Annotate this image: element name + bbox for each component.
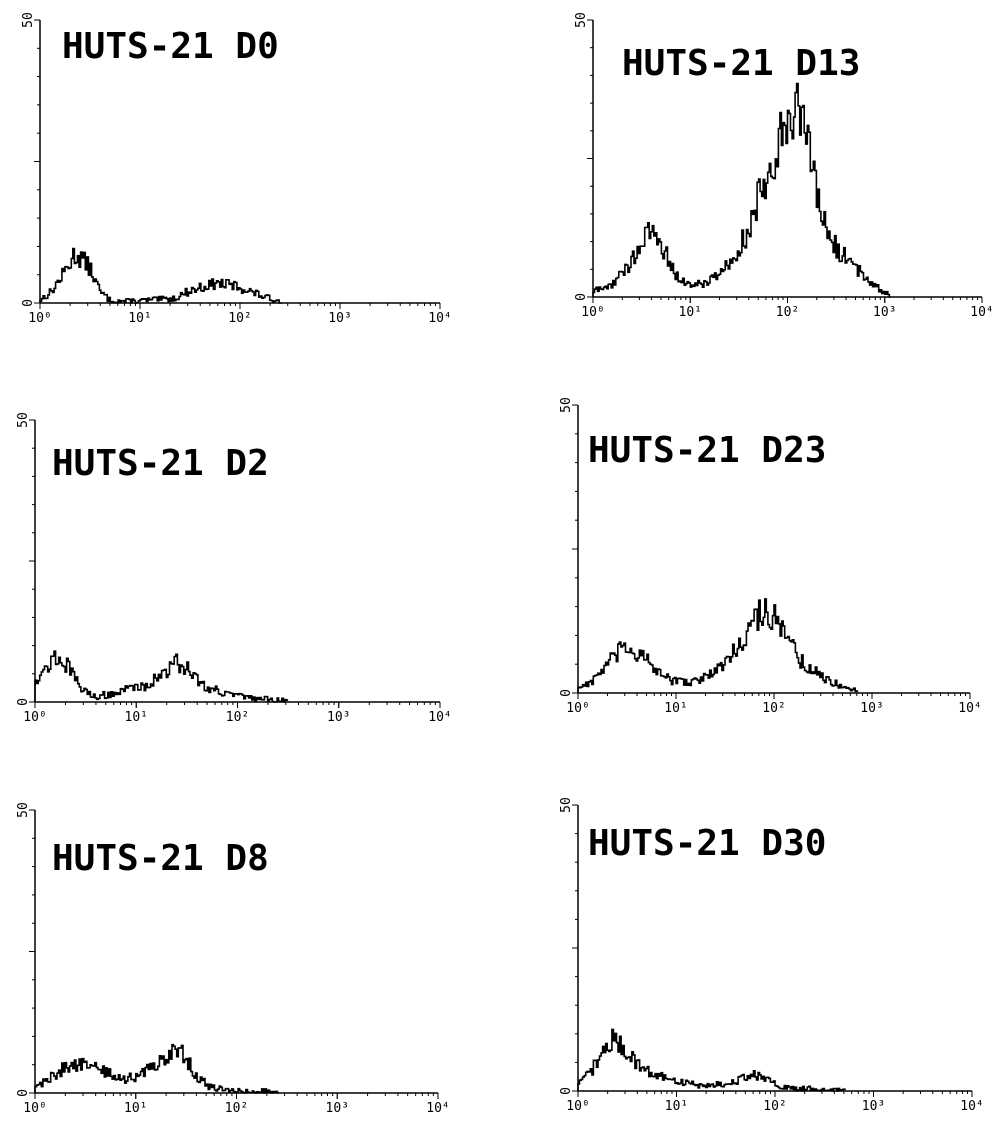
histogram-series-line [39, 247, 283, 304]
x-tick-label: 10⁰ [23, 710, 46, 725]
x-tick-label: 10⁰ [566, 701, 589, 716]
x-tick-label: 10⁰ [23, 1101, 46, 1116]
x-tick-label: 10⁴ [958, 701, 981, 716]
x-tick-label: 10¹ [679, 305, 702, 320]
y-tick-label: 0 [574, 293, 589, 301]
x-tick-label: 10⁴ [428, 710, 451, 725]
histogram-panel: HUTS-21 D13 0 50 10⁰ 10¹ 10² 10³ 10⁴ [574, 12, 994, 320]
histogram-panel: HUTS-21 D0 0 50 10⁰ 10¹ 10² 10³ 10⁴ [21, 12, 452, 326]
y-tick-label: 50 [559, 397, 574, 413]
x-tick-label: 10² [225, 1101, 248, 1116]
y-tick-label: 0 [16, 698, 31, 706]
x-tick-label: 10¹ [665, 1099, 688, 1114]
x-tick-label: 10³ [862, 1099, 885, 1114]
histogram-series-line [577, 598, 859, 693]
y-tick-label: 50 [16, 802, 31, 818]
y-tick-label: 0 [21, 299, 36, 307]
y-tick-label: 50 [574, 12, 589, 28]
histogram-series-line [592, 82, 891, 298]
x-tick-label: 10² [226, 710, 249, 725]
panel-title: HUTS-21 D30 [588, 823, 826, 864]
x-tick-label: 10⁴ [428, 311, 451, 326]
x-tick-label: 10³ [327, 710, 350, 725]
x-tick-label: 10⁴ [426, 1101, 449, 1116]
x-tick-label: 10³ [873, 305, 896, 320]
x-tick-label: 10⁴ [970, 305, 993, 320]
x-tick-label: 10¹ [128, 311, 151, 326]
y-tick-label: 0 [559, 1087, 574, 1095]
panel-title: HUTS-21 D23 [588, 430, 826, 471]
x-tick-label: 10⁰ [28, 311, 51, 326]
x-tick-label: 10² [776, 305, 799, 320]
histogram-panel: HUTS-21 D2 0 50 10⁰ 10¹ 10² 10³ 10⁴ [16, 412, 452, 725]
y-tick-label: 50 [16, 412, 31, 428]
panel-title: HUTS-21 D2 [52, 443, 269, 484]
y-tick-label: 50 [21, 12, 36, 28]
histogram-panel: HUTS-21 D8 0 50 10⁰ 10¹ 10² 10³ 10⁴ [16, 802, 450, 1116]
x-tick-label: 10¹ [664, 701, 687, 716]
histogram-panel: HUTS-21 D23 0 50 10⁰ 10¹ 10² 10³ 10⁴ [559, 397, 982, 716]
x-tick-label: 10¹ [124, 1101, 147, 1116]
x-tick-label: 10⁰ [566, 1099, 589, 1114]
x-tick-label: 10⁰ [581, 305, 604, 320]
y-tick-label: 50 [559, 797, 574, 813]
histogram-series-line [34, 1043, 279, 1094]
x-tick-label: 10² [762, 701, 785, 716]
panel-title: HUTS-21 D13 [622, 43, 860, 84]
x-tick-label: 10² [763, 1099, 786, 1114]
panel-title: HUTS-21 D8 [52, 838, 269, 879]
panel-title: HUTS-21 D0 [62, 26, 279, 67]
y-tick-label: 0 [559, 689, 574, 697]
histogram-panel: HUTS-21 D30 0 50 10⁰ 10¹ 10² 10³ 10⁴ [559, 797, 984, 1114]
x-tick-label: 10³ [326, 1101, 349, 1116]
histogram-series-line [34, 650, 289, 703]
x-tick-label: 10² [228, 311, 251, 326]
y-tick-label: 0 [16, 1089, 31, 1097]
x-tick-label: 10³ [860, 701, 883, 716]
x-tick-label: 10⁴ [960, 1099, 983, 1114]
x-tick-label: 10¹ [125, 710, 148, 725]
x-tick-label: 10³ [328, 311, 351, 326]
histogram-series-line [577, 1028, 846, 1092]
